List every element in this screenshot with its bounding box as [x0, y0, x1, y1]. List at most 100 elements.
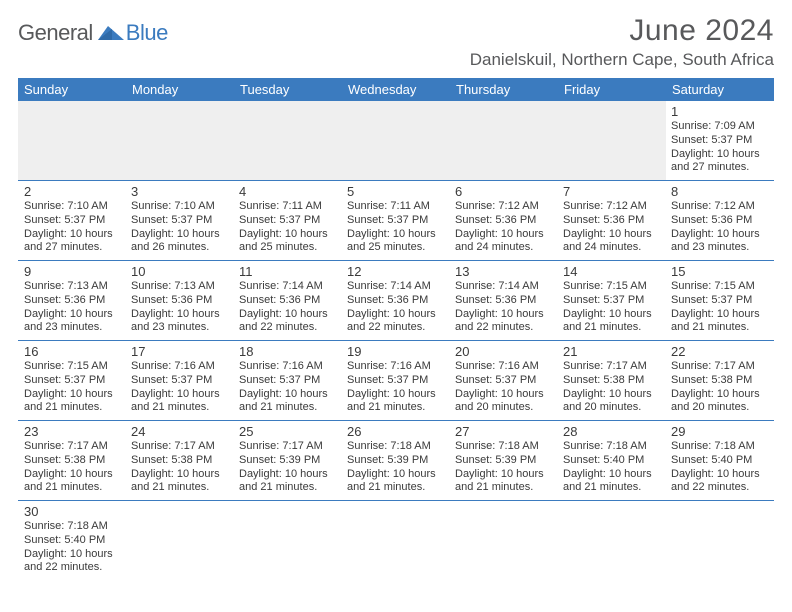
sunrise-text: Sunrise: 7:12 AM: [671, 200, 769, 214]
sunset-text: Sunset: 5:37 PM: [671, 294, 769, 308]
weekday-header: Friday: [558, 78, 666, 101]
sunset-text: Sunset: 5:36 PM: [455, 294, 553, 308]
day-number: 27: [455, 424, 553, 439]
day-number: 13: [455, 264, 553, 279]
day-number: 11: [239, 264, 337, 279]
calendar-blank-cell: [450, 501, 558, 581]
calendar-day-cell: 27Sunrise: 7:18 AMSunset: 5:39 PMDayligh…: [450, 421, 558, 501]
sunset-text: Sunset: 5:36 PM: [239, 294, 337, 308]
daylight-text: Daylight: 10 hours and 21 minutes.: [239, 468, 337, 496]
calendar-blank-cell: [18, 101, 126, 181]
weekday-header: Sunday: [18, 78, 126, 101]
weekday-header: Monday: [126, 78, 234, 101]
daylight-text: Daylight: 10 hours and 21 minutes.: [563, 468, 661, 496]
sunrise-text: Sunrise: 7:18 AM: [455, 440, 553, 454]
day-number: 14: [563, 264, 661, 279]
day-number: 2: [24, 184, 121, 199]
day-number: 22: [671, 344, 769, 359]
daylight-text: Daylight: 10 hours and 20 minutes.: [671, 388, 769, 416]
calendar-day-cell: 22Sunrise: 7:17 AMSunset: 5:38 PMDayligh…: [666, 341, 774, 421]
daylight-text: Daylight: 10 hours and 21 minutes.: [563, 308, 661, 336]
sunset-text: Sunset: 5:39 PM: [239, 454, 337, 468]
day-number: 21: [563, 344, 661, 359]
day-number: 17: [131, 344, 229, 359]
daylight-text: Daylight: 10 hours and 23 minutes.: [131, 308, 229, 336]
sunrise-text: Sunrise: 7:18 AM: [347, 440, 445, 454]
day-number: 18: [239, 344, 337, 359]
calendar-day-cell: 21Sunrise: 7:17 AMSunset: 5:38 PMDayligh…: [558, 341, 666, 421]
sunset-text: Sunset: 5:38 PM: [131, 454, 229, 468]
sunset-text: Sunset: 5:37 PM: [455, 374, 553, 388]
calendar-day-cell: 11Sunrise: 7:14 AMSunset: 5:36 PMDayligh…: [234, 261, 342, 341]
sunset-text: Sunset: 5:36 PM: [347, 294, 445, 308]
sunset-text: Sunset: 5:36 PM: [563, 214, 661, 228]
sunset-text: Sunset: 5:37 PM: [239, 214, 337, 228]
daylight-text: Daylight: 10 hours and 24 minutes.: [455, 228, 553, 256]
sunset-text: Sunset: 5:36 PM: [671, 214, 769, 228]
sunrise-text: Sunrise: 7:12 AM: [455, 200, 553, 214]
page-header: General Blue June 2024 Danielskuil, Nort…: [18, 14, 774, 70]
calendar-day-cell: 25Sunrise: 7:17 AMSunset: 5:39 PMDayligh…: [234, 421, 342, 501]
sunrise-text: Sunrise: 7:16 AM: [239, 360, 337, 374]
weekday-header: Saturday: [666, 78, 774, 101]
weekday-header: Wednesday: [342, 78, 450, 101]
daylight-text: Daylight: 10 hours and 21 minutes.: [131, 468, 229, 496]
calendar-blank-cell: [558, 101, 666, 181]
calendar-day-cell: 14Sunrise: 7:15 AMSunset: 5:37 PMDayligh…: [558, 261, 666, 341]
calendar-body: 1Sunrise: 7:09 AMSunset: 5:37 PMDaylight…: [18, 101, 774, 580]
sunset-text: Sunset: 5:37 PM: [347, 214, 445, 228]
sunset-text: Sunset: 5:37 PM: [671, 134, 769, 148]
sunrise-text: Sunrise: 7:17 AM: [24, 440, 121, 454]
calendar-day-cell: 23Sunrise: 7:17 AMSunset: 5:38 PMDayligh…: [18, 421, 126, 501]
sunset-text: Sunset: 5:37 PM: [24, 374, 121, 388]
day-number: 20: [455, 344, 553, 359]
calendar-day-cell: 12Sunrise: 7:14 AMSunset: 5:36 PMDayligh…: [342, 261, 450, 341]
daylight-text: Daylight: 10 hours and 27 minutes.: [24, 228, 121, 256]
day-number: 24: [131, 424, 229, 439]
sunset-text: Sunset: 5:39 PM: [455, 454, 553, 468]
sunrise-text: Sunrise: 7:09 AM: [671, 120, 769, 134]
daylight-text: Daylight: 10 hours and 25 minutes.: [239, 228, 337, 256]
sunrise-text: Sunrise: 7:17 AM: [239, 440, 337, 454]
sunrise-text: Sunrise: 7:17 AM: [131, 440, 229, 454]
sunrise-text: Sunrise: 7:14 AM: [347, 280, 445, 294]
daylight-text: Daylight: 10 hours and 21 minutes.: [24, 388, 121, 416]
sunrise-text: Sunrise: 7:18 AM: [24, 520, 121, 534]
calendar-day-cell: 20Sunrise: 7:16 AMSunset: 5:37 PMDayligh…: [450, 341, 558, 421]
calendar-day-cell: 3Sunrise: 7:10 AMSunset: 5:37 PMDaylight…: [126, 181, 234, 261]
day-number: 10: [131, 264, 229, 279]
calendar-day-cell: 4Sunrise: 7:11 AMSunset: 5:37 PMDaylight…: [234, 181, 342, 261]
sunrise-text: Sunrise: 7:10 AM: [24, 200, 121, 214]
day-number: 25: [239, 424, 337, 439]
calendar-day-cell: 13Sunrise: 7:14 AMSunset: 5:36 PMDayligh…: [450, 261, 558, 341]
logo: General Blue: [18, 14, 168, 46]
daylight-text: Daylight: 10 hours and 21 minutes.: [347, 388, 445, 416]
sunrise-text: Sunrise: 7:16 AM: [455, 360, 553, 374]
daylight-text: Daylight: 10 hours and 21 minutes.: [131, 388, 229, 416]
calendar-blank-cell: [126, 101, 234, 181]
logo-text-blue: Blue: [126, 20, 168, 46]
day-number: 19: [347, 344, 445, 359]
sunset-text: Sunset: 5:40 PM: [563, 454, 661, 468]
calendar-table: SundayMondayTuesdayWednesdayThursdayFrid…: [18, 78, 774, 580]
sunset-text: Sunset: 5:36 PM: [455, 214, 553, 228]
sunrise-text: Sunrise: 7:14 AM: [455, 280, 553, 294]
calendar-day-cell: 19Sunrise: 7:16 AMSunset: 5:37 PMDayligh…: [342, 341, 450, 421]
weekday-header: Thursday: [450, 78, 558, 101]
sunset-text: Sunset: 5:38 PM: [563, 374, 661, 388]
sunrise-text: Sunrise: 7:13 AM: [24, 280, 121, 294]
sunrise-text: Sunrise: 7:15 AM: [671, 280, 769, 294]
sunrise-text: Sunrise: 7:18 AM: [563, 440, 661, 454]
daylight-text: Daylight: 10 hours and 20 minutes.: [455, 388, 553, 416]
sunset-text: Sunset: 5:37 PM: [239, 374, 337, 388]
sunset-text: Sunset: 5:38 PM: [671, 374, 769, 388]
month-title: June 2024: [470, 14, 774, 48]
calendar-day-cell: 7Sunrise: 7:12 AMSunset: 5:36 PMDaylight…: [558, 181, 666, 261]
logo-text-general: General: [18, 20, 93, 46]
sunrise-text: Sunrise: 7:10 AM: [131, 200, 229, 214]
daylight-text: Daylight: 10 hours and 22 minutes.: [239, 308, 337, 336]
sunrise-text: Sunrise: 7:17 AM: [671, 360, 769, 374]
daylight-text: Daylight: 10 hours and 21 minutes.: [347, 468, 445, 496]
title-block: June 2024 Danielskuil, Northern Cape, So…: [470, 14, 774, 70]
sunrise-text: Sunrise: 7:15 AM: [563, 280, 661, 294]
